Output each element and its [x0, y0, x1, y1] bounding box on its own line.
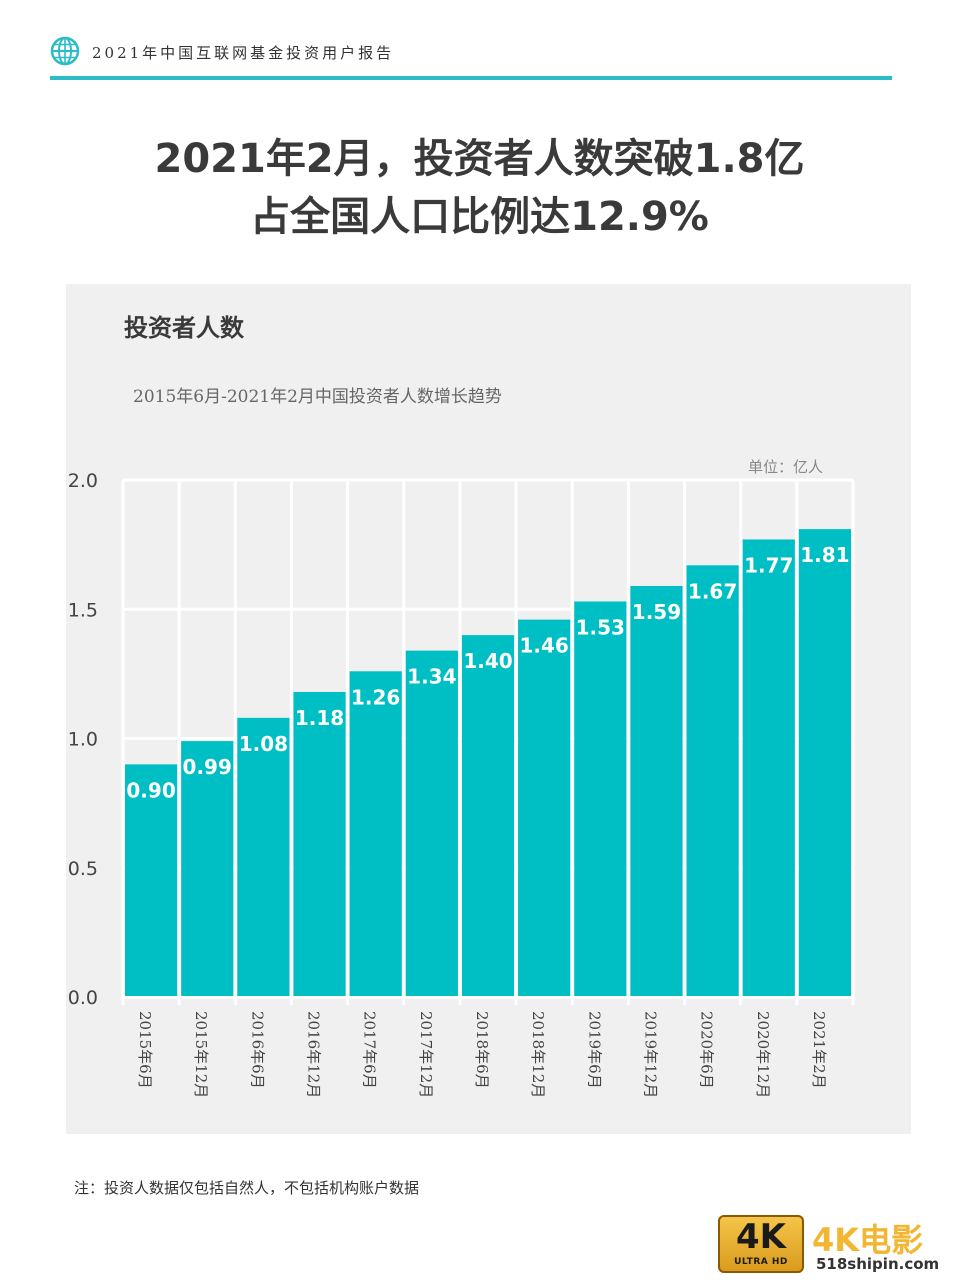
bar — [405, 650, 458, 997]
headline-line-2: 占全国人口比例达12.9% — [250, 194, 709, 240]
y-tick-label: 0.5 — [68, 858, 98, 880]
bar — [574, 601, 627, 997]
bar-value-label: 1.67 — [688, 579, 737, 603]
x-tick-label: 2016年6月 — [248, 1011, 266, 1089]
bar — [125, 764, 178, 997]
x-tick-label: 2017年6月 — [361, 1011, 379, 1089]
y-tick-label: 0.0 — [68, 987, 98, 1009]
bar-value-label: 1.46 — [519, 634, 568, 658]
globe-icon — [50, 36, 80, 66]
x-tick-label: 2018年6月 — [473, 1011, 491, 1089]
headline-line-1: 2021年2月，投资者人数突破1.8亿 — [154, 136, 805, 182]
bar-value-label: 1.81 — [800, 543, 849, 567]
header-divider — [50, 76, 892, 80]
x-tick-label: 2017年12月 — [417, 1011, 435, 1098]
x-tick-label: 2016年12月 — [305, 1011, 323, 1098]
y-tick-label: 1.0 — [68, 729, 98, 751]
report-title: 2021年中国互联网基金投资用户报告 — [92, 44, 395, 62]
bar-value-label: 1.34 — [407, 665, 456, 689]
footnote: 注：投资人数据仅包括自然人，不包括机构账户数据 — [74, 1179, 420, 1197]
bar — [742, 539, 795, 997]
bar — [237, 717, 290, 997]
watermark-logo: 4K ULTRA HD 4K电影 518shipin.com — [718, 1213, 958, 1277]
x-tick-label: 2015年12月 — [192, 1011, 210, 1098]
bar — [349, 671, 402, 997]
watermark-title: 4K电影 — [812, 1221, 924, 1259]
chart-subtitle: 2015年6月-2021年2月中国投资者人数增长趋势 — [133, 387, 502, 407]
x-tick-label: 2018年12月 — [529, 1011, 547, 1098]
bar — [293, 691, 346, 997]
x-tick-label: 2020年12月 — [754, 1011, 772, 1098]
watermark-badge-sub: ULTRA HD — [734, 1257, 788, 1267]
bar-chart: 0.0 0.5 1.0 1.5 2.0 0.90 2015年6月 0.99 2015年12月 1.… — [68, 470, 855, 1098]
x-tick-label: 2019年12月 — [641, 1011, 659, 1098]
chart-heading: 投资者人数 — [124, 314, 244, 342]
bar-value-label: 0.90 — [126, 778, 175, 802]
watermark-url: 518shipin.com — [816, 1255, 940, 1273]
x-tick-label: 2015年6月 — [136, 1011, 154, 1089]
bar-value-label: 1.08 — [239, 732, 288, 756]
chart-panel: 投资者人数 2015年6月-2021年2月中国投资者人数增长趋势 单位：亿人 0… — [66, 284, 911, 1134]
x-tick-label: 2020年6月 — [698, 1011, 716, 1089]
bar — [181, 741, 234, 997]
bar-value-label: 1.40 — [463, 649, 512, 673]
bar-value-label: 1.18 — [295, 706, 344, 730]
bar-value-label: 1.53 — [576, 615, 625, 639]
bar-value-label: 1.59 — [632, 600, 681, 624]
x-tick-label: 2021年2月 — [810, 1011, 828, 1089]
y-tick-label: 2.0 — [68, 470, 98, 492]
watermark-badge-main: 4K — [735, 1217, 786, 1257]
unit-label: 单位：亿人 — [747, 458, 823, 476]
bar — [461, 635, 515, 997]
report-header: 2021年中国互联网基金投资用户报告 — [50, 34, 892, 80]
bar-value-label: 0.99 — [183, 755, 232, 779]
y-tick-label: 1.5 — [68, 599, 98, 621]
x-tick-label: 2019年6月 — [585, 1011, 603, 1089]
bar — [630, 585, 683, 997]
bar-value-label: 1.26 — [351, 685, 400, 709]
page-headline: 2021年2月，投资者人数突破1.8亿 占全国人口比例达12.9% — [0, 130, 959, 246]
watermark-badge: 4K ULTRA HD — [718, 1215, 804, 1273]
bar — [686, 565, 739, 997]
bar-value-label: 1.77 — [744, 553, 793, 577]
bar — [798, 529, 851, 997]
bar — [518, 619, 571, 997]
